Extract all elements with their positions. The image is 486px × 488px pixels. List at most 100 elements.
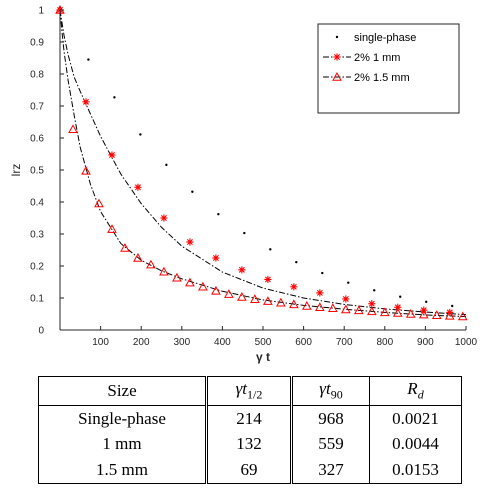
cell-rd: 0.0021 xyxy=(369,405,462,432)
table-row: 1.5 mm 69 327 0.0153 xyxy=(38,457,462,484)
cell-rd: 0.0044 xyxy=(369,431,462,458)
y-tick-label: 0.2 xyxy=(30,262,44,273)
y-tick-label: 0.8 xyxy=(30,70,44,81)
data-point xyxy=(444,310,455,320)
data-point xyxy=(186,238,194,246)
legend-item: 2% 1 mm xyxy=(323,52,400,64)
data-point xyxy=(264,275,272,284)
x-axis-label: γ t xyxy=(256,350,270,364)
data-point xyxy=(146,259,156,269)
data-point xyxy=(191,190,194,193)
data-point xyxy=(321,271,324,275)
x-tick-label: 400 xyxy=(214,337,231,348)
data-point xyxy=(212,254,220,262)
data-point xyxy=(81,165,91,175)
data-point xyxy=(405,308,416,318)
data-point xyxy=(373,289,376,292)
data-point xyxy=(120,243,130,252)
data-point xyxy=(185,277,195,287)
y-tick-label: 1 xyxy=(38,6,44,17)
data-point xyxy=(301,300,312,310)
data-point xyxy=(314,302,325,311)
data-point xyxy=(276,297,286,307)
data-point xyxy=(113,96,116,99)
cell-t90: 559 xyxy=(291,431,370,458)
data-point xyxy=(366,306,377,316)
data-point xyxy=(332,71,342,81)
x-tick-label: 600 xyxy=(295,337,312,348)
data-point xyxy=(238,266,246,274)
data-point xyxy=(431,310,442,319)
header-rd-label: R xyxy=(407,379,418,399)
legend-label: 2% 1 mm xyxy=(354,52,400,64)
y-tick-label: 0.9 xyxy=(30,38,44,49)
data-point xyxy=(250,294,260,303)
x-ticks: 100 200 300 400 500 600 700 800 900 1000 xyxy=(92,326,478,348)
data-point xyxy=(399,295,402,298)
data-point xyxy=(392,308,403,317)
header-t90-label: γt xyxy=(319,379,331,399)
data-point xyxy=(159,266,169,276)
y-ticks: 0 0.1 0.2 0.3 0.4 0.5 0.6 0.7 0.8 0.9 1 xyxy=(30,6,64,337)
table-row: 1 mm 132 559 0.0044 xyxy=(38,431,462,458)
table-header-row: Size γt 1/2 γt90 Rd xyxy=(38,376,462,406)
data-point xyxy=(289,299,299,309)
series xyxy=(55,4,468,321)
y-tick-label: 0 xyxy=(38,326,44,337)
data-point xyxy=(457,311,468,321)
y-axis-label: lrz xyxy=(9,164,23,177)
cell-t90: 968 xyxy=(291,405,370,432)
legend-label: 2% 1.5 mm xyxy=(354,72,410,84)
y-tick-label: 0.6 xyxy=(30,134,44,145)
y-tick-label: 0.4 xyxy=(30,198,44,209)
data-point xyxy=(68,124,78,134)
y-tick-label: 0.3 xyxy=(30,230,44,241)
x-tick-label: 200 xyxy=(133,337,150,348)
data-point xyxy=(340,304,351,314)
data-point xyxy=(418,309,429,319)
y-tick-label: 0.5 xyxy=(30,166,44,177)
legend-item: 2% 1.5 mm xyxy=(323,71,410,84)
data-point xyxy=(87,58,90,61)
data-point xyxy=(368,300,376,308)
data-point xyxy=(333,53,341,61)
data-point xyxy=(347,281,350,284)
series xyxy=(56,6,454,316)
data-point xyxy=(269,248,272,251)
data-point xyxy=(353,305,364,315)
header-rd: Rd xyxy=(369,376,462,406)
data-point xyxy=(450,304,454,308)
data-point xyxy=(316,289,324,297)
header-size: Size xyxy=(38,376,208,406)
x-tick-label: 700 xyxy=(336,337,353,348)
table-row: Single-phase 214 968 0.0021 xyxy=(38,405,462,432)
data-point xyxy=(425,300,428,304)
x-tick-label: 1000 xyxy=(455,337,478,348)
data-point xyxy=(295,260,298,264)
header-t90-sub: 90 xyxy=(330,387,343,402)
y-tick-label: 0.1 xyxy=(30,294,44,305)
data-point xyxy=(335,35,339,39)
data-point xyxy=(263,296,273,305)
y-tick-label: 0.7 xyxy=(30,102,44,113)
header-t90: γt90 xyxy=(291,376,370,406)
data-point xyxy=(327,303,338,312)
fit-curve xyxy=(59,9,467,316)
x-tick-label: 500 xyxy=(255,337,272,348)
header-half-time-sub: 1/2 xyxy=(247,387,263,402)
data-point xyxy=(217,212,220,216)
header-rd-sub: d xyxy=(417,387,424,402)
legend-items: single-phase 2% 1 mm 2% 1.5 mm xyxy=(323,32,416,84)
data-point xyxy=(243,231,246,235)
data-point xyxy=(342,295,350,303)
data-point xyxy=(198,281,208,291)
data-point xyxy=(165,163,168,167)
x-tick-label: 800 xyxy=(376,337,393,348)
legend-label: single-phase xyxy=(354,32,416,44)
chart: 100 200 300 400 500 600 700 800 900 1000 00.10.20… xyxy=(9,4,478,364)
data-point xyxy=(108,151,116,159)
data-point xyxy=(290,283,298,291)
data-point xyxy=(379,307,390,317)
data-point xyxy=(107,224,117,233)
data-point xyxy=(82,98,90,106)
